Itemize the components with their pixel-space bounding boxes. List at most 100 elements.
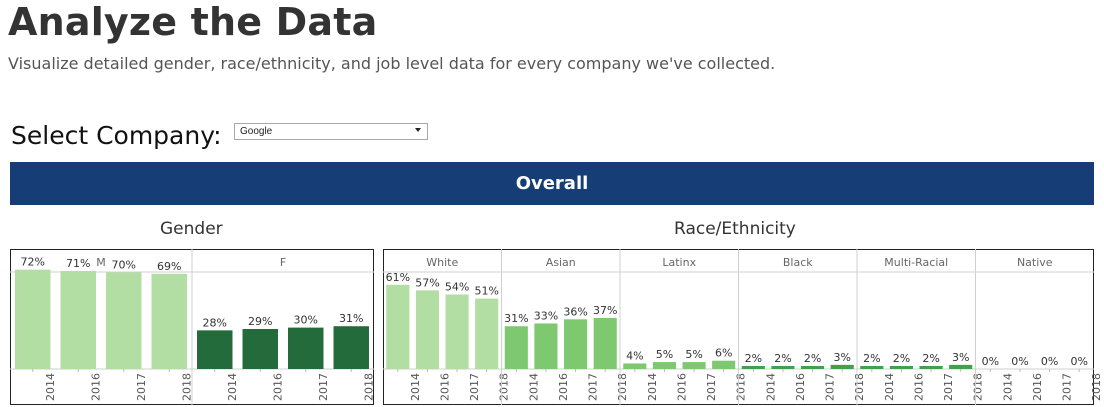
data-label: 31% — [339, 312, 363, 325]
data-label: 2% — [863, 352, 880, 365]
data-label: 2% — [922, 352, 939, 365]
bar — [504, 326, 528, 369]
bar — [60, 271, 96, 369]
gender-chart: M 72% 2014 71% 2016 70% 2017 69% 2018 F 28% 2014 29%… — [10, 249, 375, 405]
bar — [534, 323, 558, 369]
x-tick-label: 2018 — [616, 373, 629, 401]
bar — [288, 327, 324, 369]
data-label: 0% — [1011, 355, 1028, 368]
bar — [623, 363, 647, 369]
data-label: 57% — [415, 276, 439, 289]
bar — [564, 319, 588, 369]
data-label: 54% — [445, 280, 469, 293]
data-label: 2% — [804, 352, 821, 365]
x-tick-label: 2018 — [180, 373, 193, 401]
bar — [830, 364, 854, 369]
select-company-label: Select Company: — [11, 121, 222, 150]
x-tick-label: 2016 — [675, 373, 688, 401]
x-tick-label: 2018 — [972, 373, 985, 401]
x-tick-label: 2016 — [557, 373, 570, 401]
x-tick-label: 2016 — [1031, 373, 1044, 401]
data-label: 0% — [1070, 355, 1087, 368]
banner-title: Overall — [515, 173, 589, 194]
x-tick-label: 2016 — [912, 373, 925, 401]
gender-section-title: Gender — [160, 219, 223, 239]
group-header-label: Native — [1017, 256, 1053, 269]
data-label: 33% — [534, 309, 558, 322]
x-tick-label: 2017 — [824, 373, 837, 401]
race-chart: White 61% 2014 57% 2016 54% 2017 51% 2018 Asian 31… — [383, 249, 1103, 405]
group-header-label: White — [426, 256, 458, 269]
data-label: 61% — [386, 271, 410, 284]
data-label: 0% — [1041, 355, 1058, 368]
x-tick-label: 2017 — [705, 373, 718, 401]
x-tick-label: 2014 — [226, 373, 239, 401]
data-label: 5% — [685, 348, 702, 361]
overall-banner: Overall — [10, 162, 1094, 205]
data-label: 51% — [474, 285, 498, 298]
bar — [445, 294, 469, 369]
bar — [15, 269, 51, 369]
company-dropdown-value: Google — [240, 126, 273, 137]
data-label: 36% — [563, 305, 587, 318]
x-tick-label: 2017 — [942, 373, 955, 401]
group-header-label: F — [280, 256, 286, 269]
x-tick-label: 2014 — [764, 373, 777, 401]
chevron-down-icon[interactable] — [415, 128, 421, 132]
x-tick-label: 2018 — [362, 373, 375, 401]
data-label: 37% — [593, 304, 617, 317]
bar — [919, 366, 943, 369]
bar — [106, 272, 142, 369]
bar — [801, 366, 825, 369]
data-label: 2% — [774, 352, 791, 365]
group-header-label: M — [96, 256, 106, 269]
page-title: Analyze the Data — [8, 0, 378, 44]
data-label: 3% — [833, 351, 850, 364]
bar — [889, 366, 913, 369]
data-label: 69% — [157, 260, 181, 273]
x-tick-label: 2014 — [1001, 373, 1014, 401]
bar — [475, 298, 499, 369]
x-tick-label: 2018 — [853, 373, 866, 401]
data-label: 2% — [893, 352, 910, 365]
x-tick-label: 2016 — [794, 373, 807, 401]
bar — [386, 284, 410, 369]
group-header-label: Black — [783, 256, 813, 269]
bar — [333, 326, 369, 369]
x-tick-label: 2014 — [646, 373, 659, 401]
bar — [682, 362, 706, 369]
data-label: 72% — [21, 256, 45, 269]
company-dropdown[interactable]: Google — [234, 123, 428, 140]
race-section-title: Race/Ethnicity — [674, 219, 796, 239]
data-label: 4% — [626, 349, 643, 362]
group-header-label: Multi-Racial — [884, 256, 948, 269]
x-tick-label: 2016 — [89, 373, 102, 401]
x-tick-label: 2014 — [527, 373, 540, 401]
x-tick-label: 2014 — [883, 373, 896, 401]
bar — [860, 366, 884, 369]
x-tick-label: 2017 — [1061, 373, 1074, 401]
data-label: 30% — [294, 314, 318, 327]
bar — [712, 360, 736, 369]
bar — [771, 366, 795, 369]
bar — [652, 362, 676, 369]
data-label: 0% — [982, 355, 999, 368]
bar — [593, 317, 617, 369]
bar — [415, 290, 439, 369]
bar — [197, 330, 233, 369]
data-label: 28% — [203, 316, 227, 329]
bar — [151, 273, 187, 369]
data-label: 2% — [745, 352, 762, 365]
data-label: 70% — [112, 258, 136, 271]
x-tick-label: 2016 — [438, 373, 451, 401]
data-label: 29% — [248, 315, 272, 328]
x-tick-label: 2016 — [271, 373, 284, 401]
x-tick-label: 2017 — [317, 373, 330, 401]
x-tick-label: 2014 — [44, 373, 57, 401]
x-tick-label: 2018 — [498, 373, 511, 401]
data-label: 5% — [656, 348, 673, 361]
bar — [949, 364, 973, 369]
bar — [741, 366, 765, 369]
data-label: 31% — [504, 312, 528, 325]
data-label: 6% — [715, 347, 732, 360]
